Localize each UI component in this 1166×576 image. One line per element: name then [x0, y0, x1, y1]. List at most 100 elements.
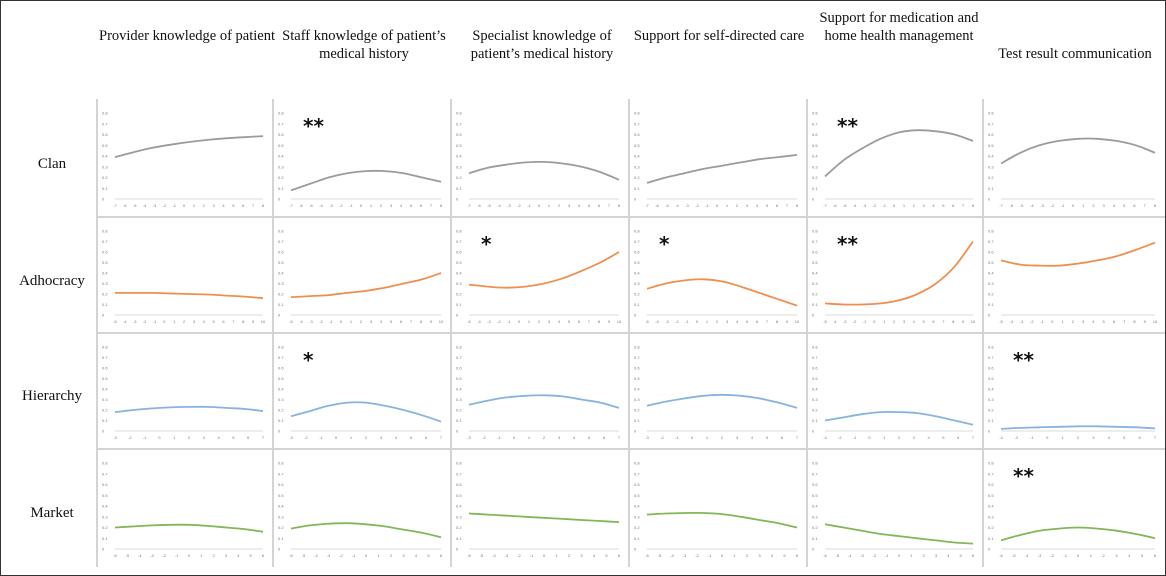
y-tick-label: 0.8	[456, 111, 462, 116]
x-tick-label: -3	[153, 203, 157, 208]
x-tick-label: 1	[370, 203, 373, 208]
x-tick-label: 7	[1144, 203, 1147, 208]
y-tick-label: 0	[988, 313, 991, 318]
x-tick-label: 4	[1128, 553, 1131, 558]
y-tick-label: 0.3	[102, 281, 108, 286]
y-tick-label: 0.4	[634, 387, 640, 392]
x-tick-label: -3	[823, 435, 827, 440]
y-tick-label: 0.5	[634, 260, 640, 265]
x-tick-label: -2	[675, 319, 679, 324]
y-tick-label: 0.2	[634, 292, 640, 297]
x-tick-label: 6	[1138, 435, 1141, 440]
series-line	[114, 135, 264, 158]
x-tick-label: 3	[726, 319, 729, 324]
y-tick-label: 0.3	[278, 281, 284, 286]
x-tick-label: 5	[746, 319, 749, 324]
y-tick-label: 0.8	[634, 229, 640, 234]
y-tick-label: 0.8	[102, 345, 108, 350]
x-tick-label: 1	[883, 435, 886, 440]
x-tick-label: -4	[314, 553, 318, 558]
x-tick-label: 3	[193, 319, 196, 324]
y-tick-label: 0.5	[278, 260, 284, 265]
y-tick-label: 0.2	[456, 408, 462, 413]
x-tick-label: -3	[133, 319, 137, 324]
y-tick-label: 0.1	[456, 418, 462, 423]
x-tick-label: 7	[972, 435, 975, 440]
x-tick-label: 10	[1153, 319, 1158, 324]
y-tick-label: 0.1	[102, 186, 108, 191]
x-tick-label: 2	[736, 203, 739, 208]
y-tick-label: 0.1	[812, 302, 818, 307]
series-line	[1000, 425, 1156, 430]
x-tick-label: 2	[558, 203, 561, 208]
y-tick-label: 0.7	[812, 355, 818, 360]
series-line	[290, 169, 442, 192]
y-tick-label: 0	[456, 313, 459, 318]
x-tick-label: 4	[1108, 435, 1111, 440]
x-tick-label: -4	[833, 319, 837, 324]
y-tick-label: 0.5	[102, 143, 108, 148]
x-tick-label: -2	[660, 435, 664, 440]
x-tick-label: 7	[766, 319, 769, 324]
x-tick-label: 8	[776, 319, 779, 324]
x-tick-label: 4	[217, 435, 220, 440]
y-tick-label: 0.4	[988, 271, 994, 276]
series-line	[824, 129, 974, 178]
x-tick-label: 1	[200, 553, 203, 558]
series-line	[468, 160, 620, 181]
x-tick-label: -3	[683, 553, 687, 558]
x-tick-label: 5	[232, 435, 235, 440]
x-tick-label: 0	[538, 203, 541, 208]
column-header: Staff knowledge of patient’s medical his…	[282, 28, 446, 62]
y-tick-label: 0.2	[278, 408, 284, 413]
x-tick-label: -5	[665, 203, 669, 208]
series-line	[290, 522, 442, 539]
x-tick-label: -6	[123, 203, 127, 208]
x-tick-label: 5	[410, 203, 413, 208]
y-tick-label: 0.5	[634, 493, 640, 498]
x-tick-label: -5	[487, 203, 491, 208]
y-tick-label: 0	[988, 547, 991, 552]
y-tick-label: 0.1	[634, 186, 640, 191]
y-tick-label: 0.2	[988, 525, 994, 530]
x-tick-label: -5	[999, 319, 1003, 324]
y-tick-label: 0	[812, 313, 815, 318]
y-tick-label: 0.3	[988, 397, 994, 402]
y-tick-label: 0.3	[102, 514, 108, 519]
x-tick-label: 3	[903, 319, 906, 324]
x-tick-label: 1	[1090, 553, 1093, 558]
x-tick-label: 0	[696, 319, 699, 324]
x-tick-label: -2	[128, 435, 132, 440]
y-tick-label: 0.6	[102, 366, 108, 371]
x-tick-label: -4	[1009, 319, 1013, 324]
y-tick-label: 0.1	[278, 536, 284, 541]
x-tick-label: 4	[947, 553, 950, 558]
x-tick-label: -2	[873, 553, 877, 558]
x-tick-label: 9	[430, 319, 433, 324]
x-tick-label: -2	[304, 435, 308, 440]
x-tick-label: 3	[580, 553, 583, 558]
y-tick-label: 0.2	[102, 408, 108, 413]
y-tick-label: 0.3	[456, 164, 462, 169]
x-tick-label: -4	[492, 553, 496, 558]
y-tick-label: 0.1	[812, 418, 818, 423]
x-tick-label: 0	[158, 435, 161, 440]
x-tick-label: 6	[1113, 319, 1116, 324]
y-tick-label: 0.6	[812, 482, 818, 487]
x-tick-label: -5	[126, 553, 130, 558]
x-tick-label: -6	[833, 203, 837, 208]
y-tick-label: 0.1	[102, 418, 108, 423]
series-line	[468, 512, 620, 523]
x-tick-label: -5	[309, 203, 313, 208]
x-tick-label: -5	[302, 553, 306, 558]
y-tick-label: 0.3	[812, 397, 818, 402]
y-tick-label: 0.8	[988, 461, 994, 466]
x-tick-label: 9	[786, 319, 789, 324]
x-tick-label: 8	[796, 203, 799, 208]
significance-marker: **	[1013, 464, 1034, 488]
y-tick-label: 0.8	[278, 345, 284, 350]
x-tick-label: 5	[923, 319, 926, 324]
y-tick-label: 0.6	[456, 250, 462, 255]
x-tick-label: 3	[568, 203, 571, 208]
